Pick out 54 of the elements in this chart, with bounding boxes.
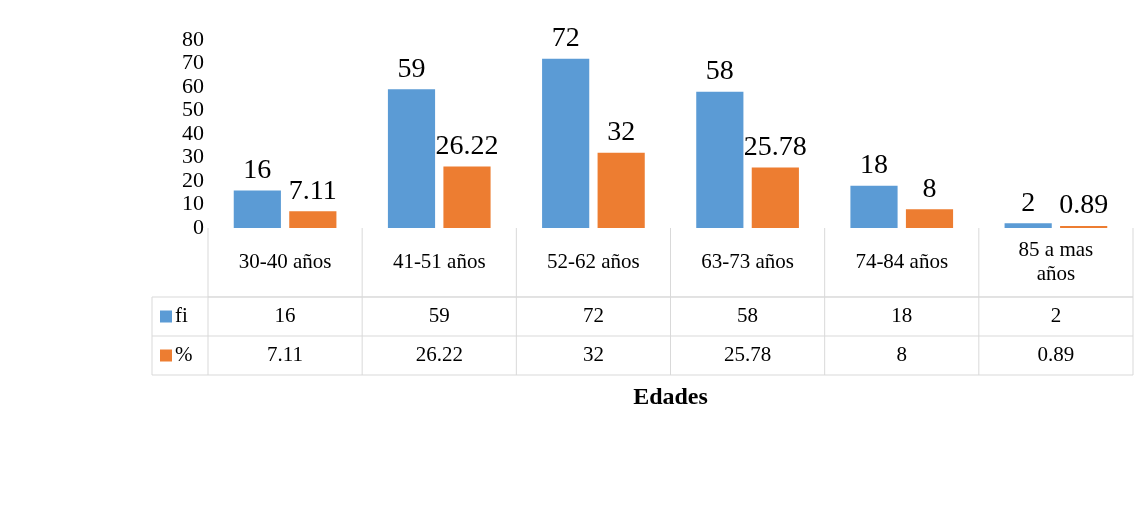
x-tick-label: 63-73 años bbox=[701, 249, 794, 274]
text: 58 bbox=[737, 303, 759, 328]
data-label: 26.22 bbox=[435, 128, 499, 160]
text: 18 bbox=[891, 303, 913, 328]
text: 26.22 bbox=[415, 342, 463, 367]
data-label: 0.89 bbox=[1059, 188, 1109, 220]
legend-label: fi bbox=[175, 303, 188, 328]
y-tick-label: 80 bbox=[182, 25, 204, 51]
bar bbox=[542, 58, 590, 228]
bar bbox=[850, 185, 898, 228]
bar bbox=[233, 190, 281, 228]
x-tick-label: 41-51 años bbox=[392, 249, 486, 274]
x-tick-label: 74-84 años bbox=[855, 249, 949, 274]
bar bbox=[905, 209, 954, 228]
y-tick-label: 70 bbox=[182, 49, 204, 75]
bar bbox=[751, 167, 799, 228]
y-tick-label: 60 bbox=[182, 72, 204, 98]
data-label: 59 bbox=[397, 51, 426, 83]
bar bbox=[597, 152, 645, 228]
x-axis-title: Edades bbox=[633, 383, 708, 410]
x-tick-label: 30-40 años bbox=[238, 249, 332, 274]
text: 2 bbox=[1050, 303, 1062, 328]
text: 16 bbox=[274, 303, 296, 328]
legend-label: % bbox=[175, 342, 193, 367]
bar bbox=[387, 89, 436, 228]
text: 59 bbox=[428, 303, 450, 328]
data-label: 32 bbox=[607, 115, 636, 147]
data-label: 7.11 bbox=[288, 173, 337, 205]
x-tick-label: 85 a mas años bbox=[1018, 237, 1094, 286]
x-tick-label: 52-62 años bbox=[547, 249, 640, 274]
text: 32 bbox=[582, 342, 604, 367]
text: 7.11 bbox=[267, 342, 304, 367]
bar bbox=[1060, 225, 1108, 228]
y-tick-label: 50 bbox=[182, 96, 204, 122]
text: 8 bbox=[896, 342, 907, 367]
bar bbox=[289, 211, 337, 228]
text: 72 bbox=[582, 303, 604, 328]
data-label: 2 bbox=[1021, 185, 1036, 217]
y-tick-label: 40 bbox=[182, 119, 204, 145]
y-tick-label: 20 bbox=[182, 166, 204, 192]
y-tick-label: 10 bbox=[182, 190, 204, 216]
text: 0.89 bbox=[1037, 342, 1075, 367]
y-tick-label: 30 bbox=[182, 143, 204, 169]
text: 25.78 bbox=[723, 342, 772, 367]
y-tick-label: 0 bbox=[193, 213, 204, 239]
data-label: 8 bbox=[922, 171, 937, 203]
data-label: 18 bbox=[860, 148, 888, 180]
data-label: 25.78 bbox=[743, 129, 807, 161]
bar bbox=[696, 91, 744, 228]
data-label: 58 bbox=[705, 54, 734, 86]
bar bbox=[1004, 223, 1052, 228]
bar bbox=[443, 166, 491, 228]
data-label: 72 bbox=[551, 21, 580, 53]
data-label: 16 bbox=[243, 152, 272, 184]
